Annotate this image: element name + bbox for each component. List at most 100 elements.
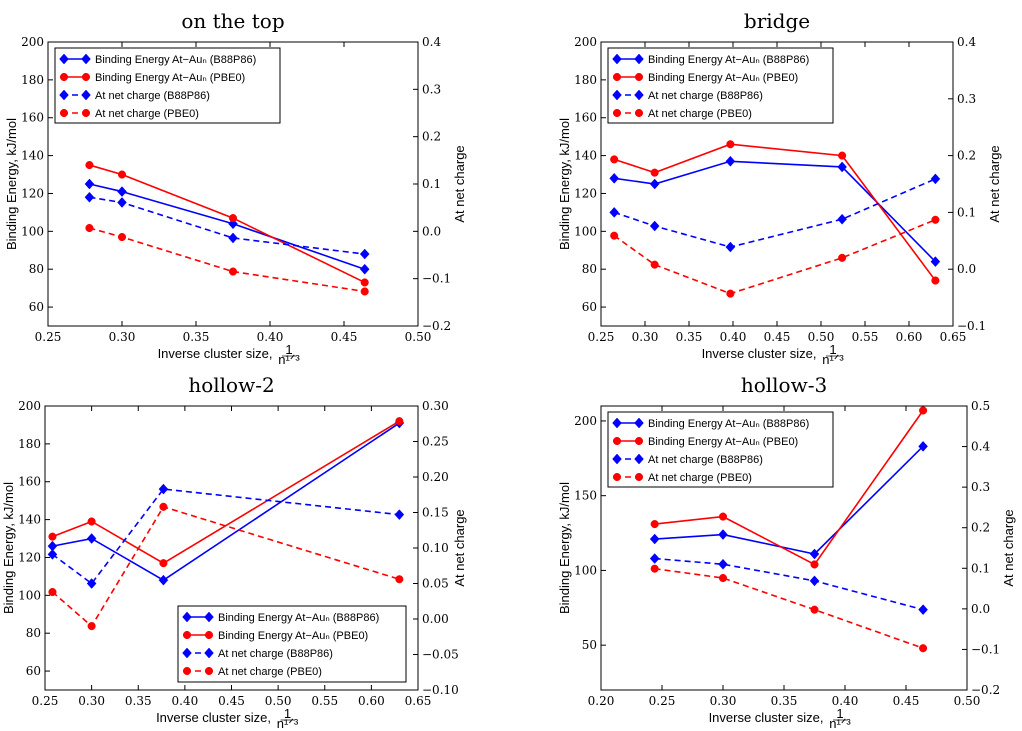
y-tick-label: 60 bbox=[26, 664, 41, 678]
data-point bbox=[930, 256, 941, 268]
data-point bbox=[650, 168, 659, 177]
data-point bbox=[919, 644, 928, 653]
y2-tick-label: 0.15 bbox=[422, 506, 449, 520]
x-tick-label: 0.35 bbox=[183, 330, 210, 344]
y2-tick-label: 0.00 bbox=[422, 612, 449, 626]
x-tick-label: 0.60 bbox=[358, 694, 385, 708]
y-tick-label: 200 bbox=[574, 414, 597, 428]
legend-swatch-marker bbox=[634, 472, 644, 482]
legend-swatch-marker bbox=[204, 611, 214, 623]
legend-swatch-marker bbox=[81, 108, 91, 118]
y-tick-label: 150 bbox=[574, 489, 597, 503]
series-line bbox=[89, 196, 365, 255]
x-tick-label: 0.45 bbox=[218, 694, 245, 708]
legend-box bbox=[177, 605, 407, 683]
data-point bbox=[726, 289, 735, 298]
y-tick-label: 200 bbox=[574, 35, 597, 49]
x-axis-label: Inverse cluster size, bbox=[158, 346, 273, 361]
y2-axis-label: At net charge bbox=[1001, 509, 1016, 586]
y-tick-label: 140 bbox=[18, 513, 41, 527]
series-2 bbox=[610, 140, 940, 285]
series-2 bbox=[48, 417, 404, 568]
data-point bbox=[919, 406, 928, 415]
data-point bbox=[158, 574, 169, 586]
x-axis-label-frac-den: n¹ᐟ³ bbox=[277, 716, 299, 731]
legend-swatch-marker bbox=[612, 417, 622, 429]
series-1 bbox=[84, 178, 370, 275]
data-point bbox=[609, 207, 620, 218]
x-axis-label-frac-num: 1 bbox=[285, 342, 292, 357]
legend-swatch-marker bbox=[612, 436, 622, 446]
y-tick-label: 60 bbox=[29, 300, 44, 314]
data-point bbox=[718, 529, 728, 540]
data-point bbox=[360, 278, 369, 287]
series-line bbox=[51, 505, 400, 628]
data-point bbox=[87, 517, 96, 526]
legend-swatch-marker bbox=[612, 72, 622, 82]
y-tick-label: 120 bbox=[21, 186, 44, 200]
legend-entry-label: Binding Energy At−Auₙ (B88P86) bbox=[95, 54, 256, 66]
legend-swatch-marker bbox=[634, 453, 644, 465]
series-line bbox=[52, 420, 400, 565]
legend-entry-label: Binding Energy At−Auₙ (PBE0) bbox=[648, 436, 798, 448]
data-point bbox=[650, 564, 659, 573]
y-tick-label: 200 bbox=[21, 35, 44, 49]
legend-swatch-marker bbox=[81, 53, 91, 65]
data-point bbox=[649, 220, 660, 232]
y2-tick-label: 0.2 bbox=[957, 149, 976, 163]
data-point bbox=[838, 151, 847, 160]
data-point bbox=[809, 548, 820, 560]
x-tick-label: 0.40 bbox=[720, 330, 747, 344]
series-line bbox=[89, 227, 365, 293]
series-line bbox=[654, 557, 924, 611]
data-point bbox=[649, 178, 660, 190]
x-axis-label-frac-den: n¹ᐟ³ bbox=[829, 716, 851, 731]
series-line bbox=[614, 160, 936, 263]
data-point bbox=[838, 253, 847, 262]
legend-swatch-marker bbox=[182, 611, 192, 623]
series-line bbox=[654, 567, 924, 649]
legend-entry-label: Binding Energy At−Auₙ (B88P86) bbox=[648, 418, 809, 430]
y-axis-label: Binding Energy, kJ/mol bbox=[557, 482, 572, 614]
series-line bbox=[654, 445, 924, 555]
legend-swatch-marker bbox=[634, 53, 644, 65]
data-point bbox=[725, 241, 736, 253]
legend-box bbox=[54, 47, 281, 124]
data-point bbox=[228, 214, 238, 223]
x-tick-label: 0.60 bbox=[896, 330, 923, 344]
legend-entry-label: At net charge (PBE0) bbox=[95, 108, 199, 120]
series-4 bbox=[48, 502, 404, 631]
series-3 bbox=[84, 191, 370, 260]
x-tick-label: 0.20 bbox=[588, 694, 615, 708]
series-2 bbox=[650, 406, 928, 569]
chart-title: hollow-2 bbox=[188, 373, 274, 397]
data-point bbox=[718, 512, 728, 521]
series-line bbox=[52, 422, 400, 582]
legend-box bbox=[607, 47, 834, 124]
legend-entry-label: At net charge (B88P86) bbox=[648, 90, 763, 102]
x-tick-label: 0.30 bbox=[78, 694, 105, 708]
y2-tick-label: 0.25 bbox=[422, 435, 449, 449]
legend-swatch-marker bbox=[182, 647, 192, 659]
y-tick-label: 80 bbox=[29, 262, 44, 276]
data-point bbox=[84, 178, 95, 190]
data-point bbox=[931, 215, 940, 224]
y2-tick-label: 0.1 bbox=[957, 205, 976, 219]
x-tick-label: 0.65 bbox=[405, 694, 432, 708]
x-axis-label-frac-num: 1 bbox=[829, 342, 836, 357]
y2-tick-label: 0.0 bbox=[957, 262, 976, 276]
x-tick-label: 0.35 bbox=[125, 694, 152, 708]
legend-entry-label: At net charge (B88P86) bbox=[95, 90, 210, 102]
data-point bbox=[117, 232, 127, 242]
series-4 bbox=[610, 215, 940, 298]
y-axis-label: Binding Energy, kJ/mol bbox=[557, 118, 572, 250]
chart-title: hollow-3 bbox=[741, 373, 827, 397]
legend-swatch-marker bbox=[204, 647, 214, 659]
y-tick-label: 50 bbox=[582, 638, 597, 652]
legend-entry-label: At net charge (PBE0) bbox=[648, 472, 752, 484]
data-point bbox=[85, 161, 94, 170]
legend: Binding Energy At−Auₙ (B88P86) Binding En… bbox=[177, 605, 407, 683]
data-point bbox=[649, 533, 660, 545]
data-point bbox=[48, 587, 57, 597]
data-point bbox=[47, 549, 58, 560]
